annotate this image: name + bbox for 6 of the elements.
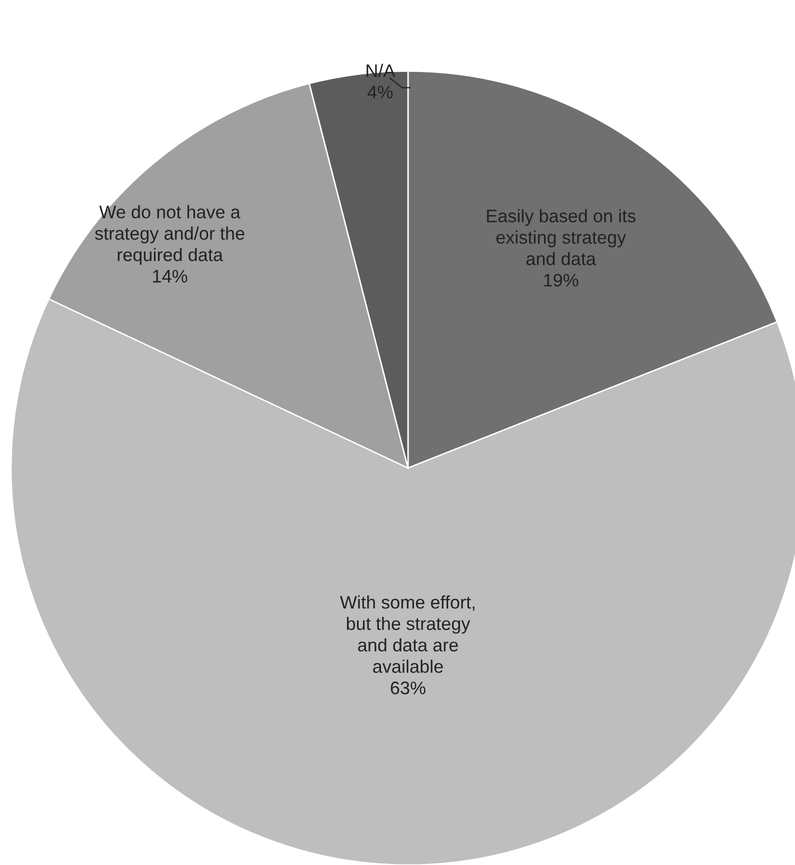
data-label: 4% bbox=[368, 86, 393, 98]
data-label: 14% bbox=[153, 270, 188, 283]
data-label: 19% bbox=[544, 274, 578, 287]
data-label: 63% bbox=[390, 682, 426, 694]
slice-label: Easily based on its existing strategy and data bbox=[487, 209, 636, 266]
slice-label: With some effort, but the strategy and data are available bbox=[340, 595, 474, 673]
